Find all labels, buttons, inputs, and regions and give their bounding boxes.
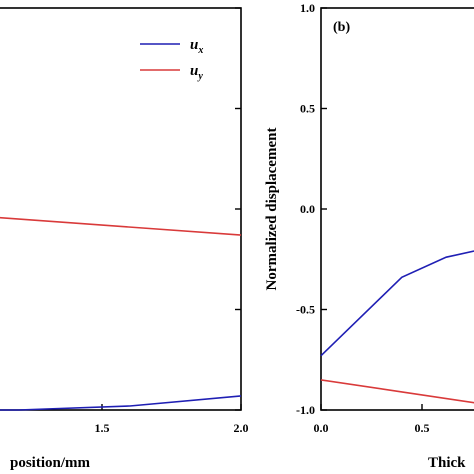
panel-b-y-axis-title: Normalized displacement: [264, 128, 280, 291]
y-tick-label-b-2: 0.0: [300, 202, 315, 216]
panel-b-x-axis-title: Thick: [428, 455, 466, 471]
panel-b: -1.0 -0.5 0.0 0.5 1.0 0.0 0.5 (b) Normalized d…: [264, 1, 474, 471]
x-tick-label-b-1: 0.5: [415, 421, 430, 435]
panel-b-series: [320, 250, 474, 404]
y-tick-label-b-1: -0.5: [296, 303, 315, 317]
series-line-a-uy: [0, 216, 242, 236]
y-tick-label-b-3: 0.5: [300, 102, 315, 116]
panel-a-plot-frame: [0, 7, 242, 411]
panel-b-label: (b): [333, 20, 350, 35]
panel-a-x-axis-title: position/mm: [10, 455, 91, 471]
y-tick-label-b-0: -1.0: [296, 403, 315, 417]
panel-a: 1.01.52.0 ux uy position/mm: [0, 7, 249, 471]
x-tick-label-b-0: 0.0: [314, 421, 329, 435]
panel-b-plot-frame: [320, 7, 474, 411]
legend-label-ux: ux: [190, 37, 203, 56]
panel-a-series: [0, 216, 242, 411]
panel-a-legend: ux uy: [140, 37, 203, 82]
panel-b-ticks: -1.0 -0.5 0.0 0.5 1.0 0.0 0.5: [296, 1, 430, 435]
legend-label-uy: uy: [190, 63, 203, 82]
panel-a-ticks: 1.01.52.0: [95, 7, 249, 435]
x-tick-label-a-2: 2.0: [234, 421, 249, 435]
series-line-b-uy: [320, 379, 474, 404]
x-tick-label-a-1: 1.5: [95, 421, 110, 435]
series-line-a-ux: [0, 395, 242, 411]
y-tick-label-b-4: 1.0: [300, 1, 315, 15]
series-line-b-ux: [320, 250, 474, 357]
